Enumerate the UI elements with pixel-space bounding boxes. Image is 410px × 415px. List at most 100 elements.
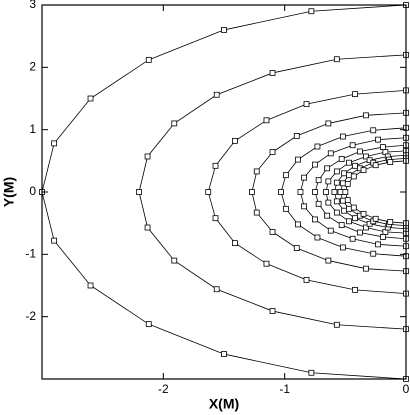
marker <box>253 209 260 216</box>
marker <box>338 222 345 228</box>
marker <box>171 120 178 127</box>
marker <box>312 216 318 223</box>
marker <box>232 137 238 144</box>
marker <box>341 170 348 177</box>
marker <box>346 159 352 166</box>
marker <box>314 143 321 150</box>
plot-frame <box>41 4 407 380</box>
marker <box>315 177 322 184</box>
marker <box>346 172 352 179</box>
marker <box>325 178 332 185</box>
marker <box>363 153 369 160</box>
marker <box>144 224 151 231</box>
marker <box>282 205 289 212</box>
marker <box>324 212 331 219</box>
marker <box>356 148 363 155</box>
marker <box>333 321 340 328</box>
x-axis-title: X(M) <box>209 396 239 412</box>
marker <box>346 205 352 212</box>
marker <box>352 286 358 293</box>
marker <box>327 150 334 157</box>
marker <box>341 207 348 214</box>
marker <box>324 165 331 172</box>
marker <box>340 180 346 187</box>
marker <box>363 265 369 272</box>
y-tick-label: -2 <box>25 309 36 323</box>
marker <box>253 168 260 175</box>
marker <box>333 198 340 205</box>
marker <box>333 179 340 186</box>
marker <box>297 189 304 195</box>
marker <box>363 224 369 231</box>
marker <box>340 133 346 140</box>
marker <box>340 197 346 204</box>
marker <box>333 168 340 175</box>
marker <box>333 56 340 63</box>
marker <box>269 149 276 156</box>
marker <box>331 189 338 195</box>
marker <box>269 308 276 314</box>
marker <box>325 199 332 206</box>
marker <box>263 117 270 124</box>
marker <box>372 215 379 222</box>
marker <box>278 189 284 195</box>
x-tick-label: -1 <box>279 382 290 396</box>
marker <box>51 237 58 244</box>
marker <box>363 112 369 119</box>
y-tick-label: 0 <box>29 184 36 198</box>
marker <box>171 257 178 264</box>
x-tick-label: 0 <box>403 382 410 396</box>
curve <box>340 157 407 227</box>
marker <box>221 351 227 357</box>
marker <box>269 228 276 235</box>
marker <box>303 101 310 108</box>
marker <box>212 215 219 222</box>
marker <box>380 233 386 240</box>
marker <box>380 144 386 151</box>
curve <box>207 90 407 294</box>
marker <box>301 174 307 181</box>
marker <box>293 245 300 252</box>
marker <box>352 91 358 98</box>
marker <box>295 221 301 228</box>
marker <box>370 127 377 134</box>
marker <box>314 234 321 241</box>
marker <box>337 189 344 195</box>
marker <box>360 167 367 174</box>
marker <box>312 189 318 195</box>
marker <box>312 161 318 168</box>
marker <box>213 286 220 293</box>
marker <box>352 215 358 222</box>
marker <box>136 189 142 195</box>
marker <box>282 172 289 179</box>
marker <box>295 156 301 163</box>
marker <box>315 200 322 207</box>
marker <box>301 203 307 210</box>
y-tick-label: 3 <box>29 0 36 11</box>
y-tick-label: 2 <box>29 60 36 74</box>
marker <box>325 257 332 264</box>
curve <box>251 112 407 272</box>
marker <box>342 189 349 195</box>
marker <box>145 321 152 328</box>
y-axis-title: Y(M) <box>1 177 17 207</box>
marker <box>387 159 394 165</box>
marker <box>333 209 340 216</box>
marker <box>303 276 310 283</box>
curve <box>138 54 407 330</box>
y-tick-label: 1 <box>29 122 36 136</box>
marker <box>350 173 357 180</box>
marker <box>87 95 94 102</box>
marker <box>370 250 377 257</box>
marker <box>356 229 363 236</box>
marker <box>360 210 367 217</box>
marker <box>350 204 357 211</box>
marker <box>232 240 238 247</box>
marker <box>323 189 329 195</box>
marker <box>338 156 345 162</box>
marker <box>372 162 379 169</box>
marker <box>145 56 152 63</box>
marker <box>375 136 381 143</box>
marker <box>375 241 381 248</box>
